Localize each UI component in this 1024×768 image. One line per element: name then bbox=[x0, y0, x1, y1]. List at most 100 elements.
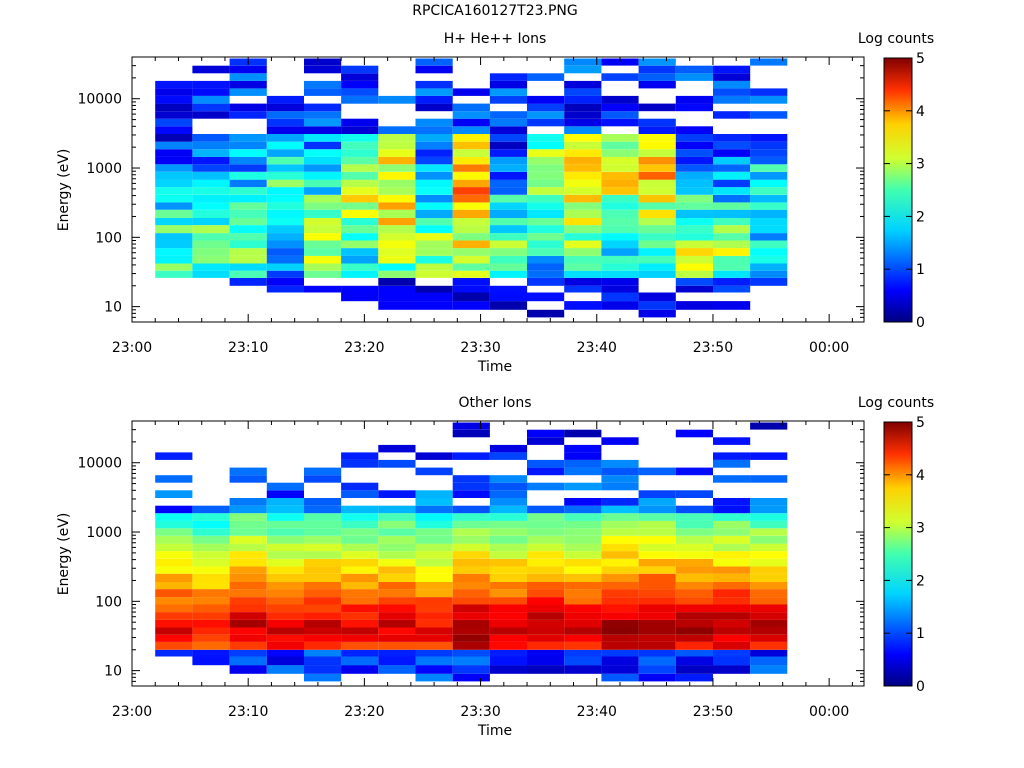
heatmap-cell bbox=[601, 73, 639, 81]
heatmap-cell bbox=[304, 612, 342, 620]
heatmap-cell bbox=[266, 566, 304, 574]
heatmap-cell bbox=[415, 149, 453, 157]
heatmap-cell bbox=[713, 520, 751, 529]
heatmap-cell bbox=[638, 634, 676, 642]
heatmap-cell bbox=[527, 187, 565, 195]
heatmap-cell bbox=[675, 95, 713, 104]
heatmap-cell bbox=[452, 88, 490, 96]
heatmap-cell bbox=[564, 149, 602, 157]
heatmap-cell bbox=[638, 589, 676, 598]
heatmap-cell bbox=[155, 551, 193, 559]
heatmap-cell bbox=[378, 149, 416, 157]
heatmap-cell bbox=[341, 118, 379, 127]
heatmap-cell bbox=[378, 649, 416, 657]
heatmap-cell bbox=[750, 240, 788, 249]
heatmap-cell bbox=[415, 656, 453, 666]
heatmap-cell bbox=[750, 649, 788, 657]
heatmap-cell bbox=[266, 209, 304, 218]
heatmap-cell bbox=[564, 634, 602, 642]
heatmap-cell bbox=[675, 573, 713, 582]
heatmap-cell bbox=[452, 292, 490, 302]
heatmap-cell bbox=[304, 118, 342, 127]
heatmap-cell bbox=[601, 475, 639, 483]
heatmap-cell bbox=[489, 292, 528, 302]
heatmap-cell bbox=[489, 202, 528, 210]
heatmap-cell bbox=[564, 103, 602, 112]
heatmap-cell bbox=[638, 103, 676, 112]
heatmap-cell bbox=[229, 111, 267, 119]
heatmap-cell bbox=[638, 656, 676, 666]
heatmap-cell bbox=[750, 520, 788, 529]
heatmap-cell bbox=[750, 582, 788, 590]
y-tick-label: 10000 bbox=[77, 92, 122, 108]
heatmap-cell bbox=[527, 218, 565, 226]
heatmap-cell bbox=[415, 187, 453, 195]
heatmap-cell bbox=[675, 126, 713, 134]
heatmap-cell bbox=[378, 248, 416, 256]
heatmap-cell bbox=[527, 240, 565, 249]
heatmap-cell bbox=[564, 604, 602, 613]
heatmap-cell bbox=[229, 589, 267, 598]
heatmap-cell bbox=[378, 209, 416, 218]
heatmap-cell bbox=[378, 187, 416, 195]
heatmap-cell bbox=[564, 194, 602, 203]
heatmap-cell bbox=[341, 240, 379, 249]
heatmap-cell bbox=[192, 240, 230, 249]
heatmap-cell bbox=[266, 627, 304, 635]
heatmap-cell bbox=[341, 171, 379, 180]
heatmap-cell bbox=[750, 171, 788, 180]
heatmap-cell bbox=[452, 673, 490, 682]
heatmap-cell bbox=[638, 149, 676, 157]
heatmap-cell bbox=[527, 95, 565, 104]
heatmap-cell bbox=[415, 248, 453, 256]
heatmap-cell bbox=[341, 551, 379, 559]
heatmap-cell bbox=[378, 225, 416, 234]
heatmap-cell bbox=[192, 619, 230, 628]
heatmap-cell bbox=[304, 566, 342, 574]
heatmap-cell bbox=[489, 665, 528, 674]
heatmap-cell bbox=[750, 452, 788, 460]
heatmap-cell bbox=[452, 582, 490, 590]
heatmap-cell bbox=[192, 263, 230, 271]
x-tick-label: 23:50 bbox=[693, 340, 733, 356]
heatmap-cell bbox=[638, 58, 676, 66]
heatmap-cell bbox=[378, 202, 416, 210]
heatmap-cell bbox=[489, 255, 528, 264]
heatmap-cell bbox=[713, 270, 751, 278]
heatmap-cell bbox=[415, 202, 453, 210]
heatmap-cell bbox=[155, 270, 193, 278]
heatmap-cell bbox=[601, 619, 639, 628]
heatmap-cell bbox=[341, 459, 379, 468]
heatmap-cell bbox=[713, 248, 751, 256]
heatmap-cell bbox=[489, 597, 528, 605]
heatmap-cell bbox=[601, 103, 639, 112]
heatmap-cell bbox=[601, 141, 639, 150]
heatmap-cell bbox=[266, 194, 304, 203]
heatmap-cell bbox=[192, 573, 230, 582]
heatmap-cell bbox=[304, 164, 342, 172]
heatmap-cell bbox=[564, 277, 602, 286]
heatmap-cell bbox=[564, 597, 602, 605]
heatmap-cell bbox=[304, 233, 342, 241]
heatmap-cell bbox=[229, 134, 267, 142]
heatmap-cell bbox=[155, 255, 193, 264]
heatmap-cell bbox=[638, 225, 676, 234]
heatmap-cell bbox=[304, 218, 342, 226]
heatmap-cell bbox=[192, 248, 230, 256]
heatmap-cell bbox=[452, 573, 490, 582]
heatmap-cell bbox=[378, 589, 416, 598]
heatmap-cell bbox=[155, 649, 193, 657]
colorbar-tick-label: 5 bbox=[916, 51, 925, 67]
heatmap-cell bbox=[638, 604, 676, 613]
heatmap-cell bbox=[378, 255, 416, 264]
colorbar-ticks: 0 1 2 3 4 5 bbox=[884, 415, 925, 695]
heatmap-cell bbox=[601, 597, 639, 605]
heatmap-cell bbox=[675, 285, 713, 293]
heatmap-cell bbox=[192, 528, 230, 536]
heatmap-cell bbox=[638, 498, 676, 506]
heatmap-cell bbox=[229, 277, 267, 286]
heatmap-cell bbox=[489, 218, 528, 226]
heatmap-cell bbox=[229, 641, 267, 650]
heatmap-cell bbox=[489, 641, 528, 650]
colorbar-tick-label: 1 bbox=[916, 262, 925, 278]
